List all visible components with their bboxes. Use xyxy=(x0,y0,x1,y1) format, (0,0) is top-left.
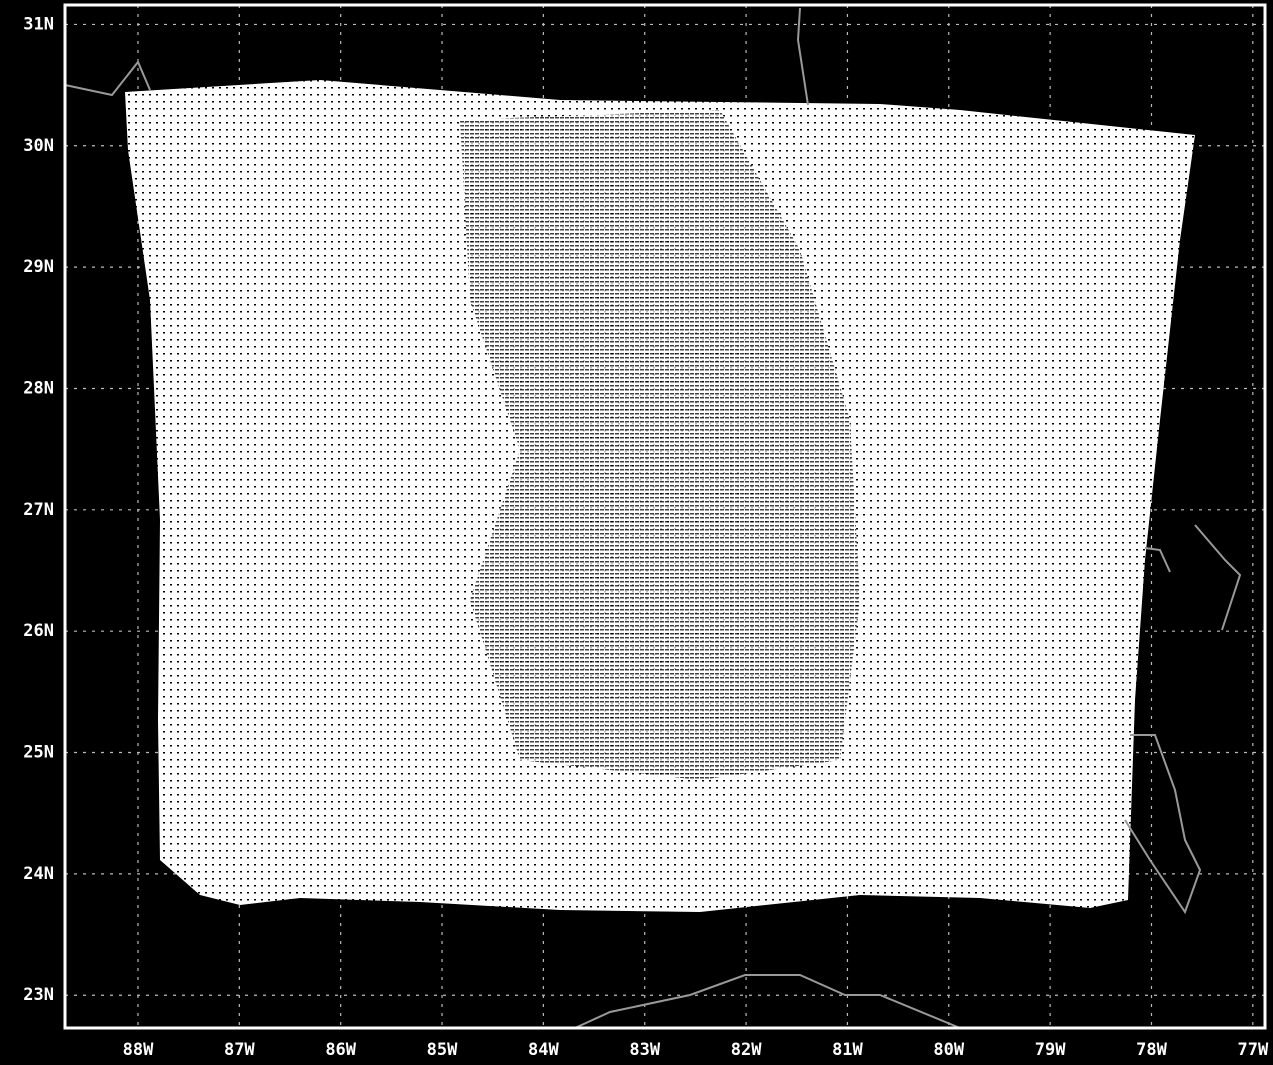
y-tick-label: 24N xyxy=(23,864,54,884)
map: 88W 87W 86W 85W 84W 83W 82W 81W 80W 79W 78W 77W 23N 2… xyxy=(0,0,1273,1065)
x-tick-label: 81W xyxy=(832,1040,863,1060)
x-tick-label: 85W xyxy=(427,1040,458,1060)
y-tick-label: 28N xyxy=(23,378,54,398)
x-tick-label: 79W xyxy=(1035,1040,1066,1060)
x-tick-label: 83W xyxy=(629,1040,660,1060)
x-tick-label: 87W xyxy=(224,1040,255,1060)
x-tick-label: 86W xyxy=(325,1040,356,1060)
y-tick-label: 26N xyxy=(23,621,54,641)
x-tick-label: 80W xyxy=(933,1040,964,1060)
y-tick-label: 30N xyxy=(23,136,54,156)
y-tick-label: 31N xyxy=(23,14,54,34)
x-tick-label: 77W xyxy=(1237,1040,1268,1060)
y-tick-label: 25N xyxy=(23,743,54,763)
x-tick-label: 82W xyxy=(731,1040,762,1060)
y-tick-label: 27N xyxy=(23,500,54,520)
x-tick-label: 84W xyxy=(528,1040,559,1060)
x-tick-label: 78W xyxy=(1136,1040,1167,1060)
y-tick-label: 29N xyxy=(23,257,54,277)
y-tick-label: 23N xyxy=(23,985,54,1005)
x-tick-label: 88W xyxy=(123,1040,154,1060)
